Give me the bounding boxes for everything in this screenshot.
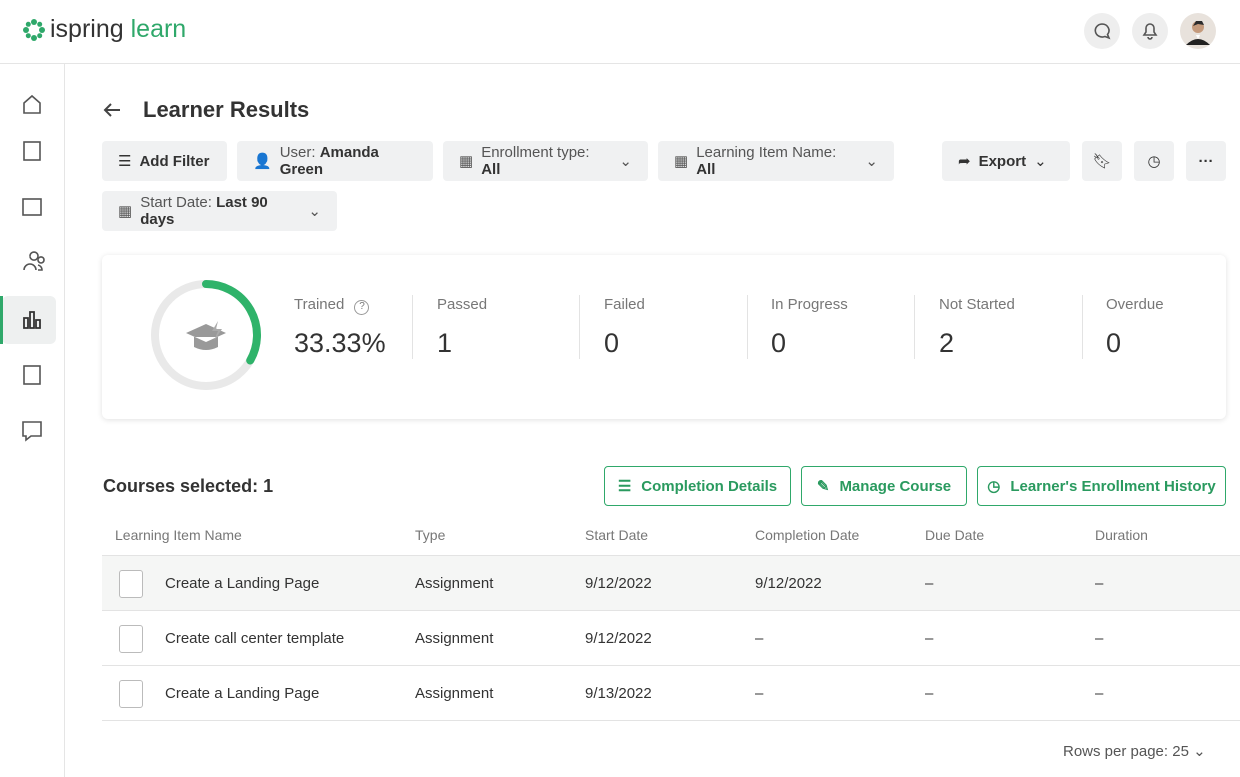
table-cell: – <box>925 630 934 647</box>
add-filter[interactable]: ☰ Add Filter <box>102 141 227 181</box>
table-row[interactable] <box>102 611 1240 666</box>
item-icon <box>119 625 143 653</box>
stat-value: 33.33% <box>294 328 386 358</box>
column-header: Start Date <box>585 527 649 543</box>
logo-text: learn <box>130 15 187 43</box>
stat-label: Overdue <box>1106 296 1164 313</box>
logo-text: ispring <box>50 15 124 43</box>
table-cell: – <box>1095 685 1104 702</box>
manage-course-button[interactable]: ✎ Manage Course <box>801 466 967 506</box>
back-button[interactable] <box>102 100 124 120</box>
stat-divider <box>579 295 580 359</box>
chip-label: User: <box>279 144 316 161</box>
page-title: Learner Results <box>143 97 310 122</box>
nav-home[interactable] <box>23 94 41 114</box>
enrollment-history-button[interactable]: ◷ Learner's Enrollment History <box>977 466 1226 506</box>
table-cell: – <box>925 685 934 702</box>
table-cell: – <box>925 575 934 592</box>
progress-arc <box>202 280 261 365</box>
stat-divider <box>412 295 413 359</box>
header: ispring learn <box>0 0 1240 64</box>
table-row[interactable] <box>102 556 1240 611</box>
notifications-button[interactable] <box>1132 13 1168 49</box>
chip-value: Amanda Green <box>279 144 379 178</box>
logo-mark <box>23 19 45 41</box>
table-cell: – <box>1095 575 1104 592</box>
stat-label: Passed <box>437 296 488 313</box>
stat-value: 0 <box>604 328 620 358</box>
item-icon <box>119 680 143 708</box>
chip-label: Start Date: <box>140 194 212 211</box>
chip-value: All <box>696 161 716 178</box>
table-cell: – <box>1095 630 1104 647</box>
nav-reports[interactable] <box>23 311 41 329</box>
chip-label: Add Filter <box>139 152 210 170</box>
column-header: Duration <box>1095 527 1148 543</box>
table-cell: Create a Landing Page <box>165 575 320 592</box>
stat-label: Failed <box>604 296 645 313</box>
item-icon <box>119 570 143 598</box>
avatar[interactable] <box>1180 13 1216 49</box>
table-cell: Assignment <box>415 630 494 647</box>
table-cell: Assignment <box>415 685 494 702</box>
table-cell: Assignment <box>415 575 494 592</box>
bookmark-button[interactable]: 🔖︎ <box>1082 141 1122 181</box>
filter-chip[interactable]: 👤 User: Amanda Green <box>237 141 433 181</box>
stat-divider <box>914 295 915 359</box>
button-label: Export <box>978 152 1027 170</box>
donut <box>151 280 261 390</box>
chip-label: Enrollment type: <box>481 144 590 161</box>
stat-label: Not Started <box>939 296 1015 313</box>
column-header: Type <box>415 527 446 543</box>
stat-label: In Progress <box>771 296 848 313</box>
more-button[interactable]: ··· <box>1186 141 1226 181</box>
column-header: Completion Date <box>755 527 860 543</box>
stat-divider <box>747 295 748 359</box>
chat-button[interactable] <box>1084 13 1120 49</box>
table-cell: 9/12/2022 <box>585 575 652 592</box>
column-header: Learning Item Name <box>115 527 242 543</box>
filter-chip[interactable]: ▦ Enrollment type: All ⌄ <box>443 141 648 181</box>
chip-value: All <box>481 161 501 178</box>
rows-per-page[interactable]: Rows per page: 25 ⌄ <box>1063 743 1206 760</box>
export-button[interactable]: ➦ Export ⌄ <box>942 141 1070 181</box>
nav-info[interactable] <box>23 365 41 385</box>
table-cell: Create a Landing Page <box>165 685 320 702</box>
table-cell: 9/12/2022 <box>755 575 822 592</box>
nav-calendar[interactable] <box>22 198 42 216</box>
stat-value: 2 <box>939 328 955 358</box>
column-header: Due Date <box>925 527 985 543</box>
stat-divider <box>1082 295 1083 359</box>
filter-chip[interactable]: ▦ Learning Item Name: All ⌄ <box>658 141 894 181</box>
stat-value: 0 <box>771 328 787 358</box>
nav-help[interactable] <box>22 421 42 442</box>
logo: ispring learn <box>50 15 186 44</box>
table-divider <box>102 555 1240 556</box>
stat-label: Trained ? <box>294 296 370 315</box>
sidebar <box>0 64 65 777</box>
table-cell: 9/12/2022 <box>585 630 652 647</box>
history-button[interactable]: ◷ <box>1134 141 1174 181</box>
nav-courses[interactable] <box>23 141 41 161</box>
filter-chip[interactable]: ▦ Start Date: Last 90 days ⌄ <box>102 191 337 231</box>
stat-value: 0 <box>1106 328 1122 358</box>
table-cell: – <box>755 630 764 647</box>
nav-users[interactable] <box>23 251 45 271</box>
nav-icons <box>0 94 56 442</box>
chip-value: Last 90 days <box>140 194 268 228</box>
table-row[interactable] <box>102 666 1240 721</box>
stats-card <box>102 255 1226 419</box>
table-cell: 9/13/2022 <box>585 685 652 702</box>
table-cell: Create call center template <box>165 630 345 647</box>
chip-label: Learning Item Name: <box>696 144 837 161</box>
table-cell: – <box>755 685 764 702</box>
courses-selected: Courses selected: 1 <box>103 476 274 496</box>
completion-details-button[interactable]: ☰ Completion Details <box>604 466 791 506</box>
stat-value: 1 <box>437 328 453 358</box>
